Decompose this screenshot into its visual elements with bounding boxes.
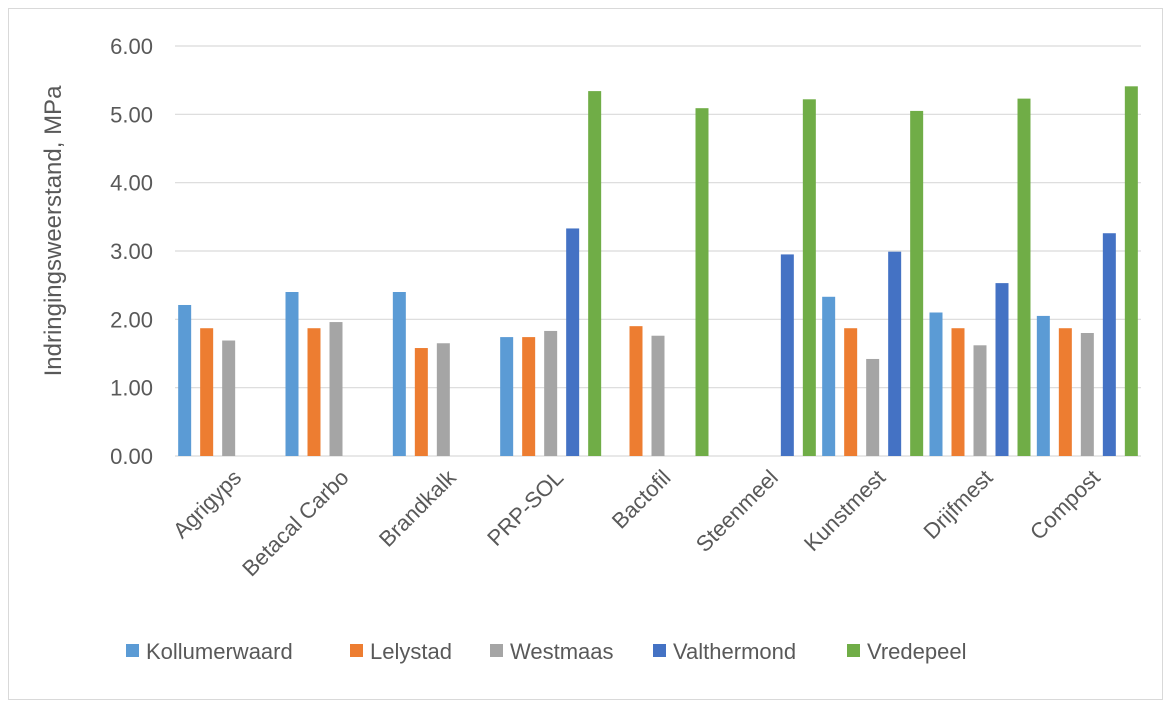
bar-kollumerwaard-drijfmest — [929, 312, 943, 456]
x-tick-label: Drijfmest — [918, 465, 997, 544]
y-tick-label: 0.00 — [110, 444, 153, 469]
legend: Kollumerwaard Lelystad Westmaas Valthermond… — [126, 639, 966, 664]
bar-lelystad-drijfmest — [951, 328, 965, 456]
legend-swatch — [490, 644, 503, 657]
y-tick-label: 4.00 — [110, 171, 153, 196]
bar-kollumerwaard-kunstmest — [822, 296, 836, 456]
x-tick-label: Brandkalk — [374, 464, 462, 552]
x-tick-label: Compost — [1025, 465, 1105, 545]
legend-label: Vredepeel — [867, 639, 966, 664]
legend-label: Westmaas — [510, 639, 614, 664]
bar-vredepeel-steenmeel — [802, 99, 816, 457]
bar-kollumerwaard-brandkalk — [392, 292, 406, 456]
bar-valthermond-drijfmest — [995, 283, 1009, 456]
bar-westmaas-compost — [1080, 333, 1094, 456]
y-axis-label: Indringingsweerstand, MPa — [40, 85, 67, 376]
bar-lelystad-compost — [1058, 328, 1072, 456]
y-tick-label: 3.00 — [110, 239, 153, 264]
legend-label: Lelystad — [370, 639, 452, 664]
y-tick-label: 1.00 — [110, 376, 153, 401]
bar-westmaas-agrigyps — [222, 340, 236, 456]
chart-frame: 0.00 1.00 2.00 3.00 4.00 5.00 6.00 Agrigyps Bet… — [8, 8, 1163, 700]
bar-lelystad-kunstmest — [844, 328, 858, 456]
bar-westmaas-bactofil — [651, 335, 665, 456]
bar-kollumerwaard-prp-sol — [500, 337, 514, 456]
bar-valthermond-compost — [1102, 233, 1116, 456]
legend-swatch — [126, 644, 139, 657]
legend-label: Kollumerwaard — [146, 639, 293, 664]
bar-lelystad-agrigyps — [200, 328, 214, 456]
bar-lelystad-bactofil — [629, 326, 643, 456]
y-axis-ticks: 0.00 1.00 2.00 3.00 4.00 5.00 6.00 — [110, 34, 153, 469]
bar-kollumerwaard-agrigyps — [178, 304, 192, 456]
bar-lelystad-prp-sol — [522, 337, 536, 456]
bar-westmaas-brandkalk — [436, 343, 450, 456]
bar-vredepeel-kunstmest — [910, 110, 924, 457]
y-tick-label: 5.00 — [110, 102, 153, 127]
x-tick-label: Betacal Carbo — [237, 465, 353, 581]
legend-swatch — [653, 644, 666, 657]
bar-vredepeel-prp-sol — [588, 91, 602, 456]
bar-westmaas-prp-sol — [544, 330, 558, 456]
y-tick-label: 6.00 — [110, 34, 153, 59]
bar-westmaas-drijfmest — [973, 345, 987, 456]
bar-vredepeel-bactofil — [695, 108, 709, 456]
bar-lelystad-brandkalk — [414, 348, 428, 456]
bar-valthermond-prp-sol — [566, 228, 580, 456]
y-tick-label: 2.00 — [110, 307, 153, 332]
bar-vredepeel-compost — [1124, 86, 1138, 457]
bar-valthermond-kunstmest — [888, 251, 902, 456]
bar-kollumerwaard-compost — [1036, 315, 1050, 456]
bar-kollumerwaard-betacal-carbo — [285, 292, 299, 456]
bar-westmaas-betacal-carbo — [329, 322, 343, 456]
x-tick-label: Steenmeel — [691, 465, 783, 557]
legend-label: Valthermond — [673, 639, 796, 664]
bar-lelystad-betacal-carbo — [307, 328, 321, 456]
x-tick-label: Bactofil — [607, 465, 676, 534]
bars — [178, 86, 1138, 457]
x-tick-label: Agrigyps — [168, 465, 246, 543]
legend-swatch — [350, 644, 363, 657]
bar-valthermond-steenmeel — [780, 254, 794, 456]
bar-westmaas-kunstmest — [866, 358, 880, 456]
bar-vredepeel-drijfmest — [1017, 98, 1031, 456]
legend-swatch — [847, 644, 860, 657]
x-tick-label: Kunstmest — [799, 465, 890, 556]
x-tick-label: PRP-SOL — [482, 465, 568, 551]
chart-svg: 0.00 1.00 2.00 3.00 4.00 5.00 6.00 AgrigypsBet… — [40, 34, 1141, 664]
